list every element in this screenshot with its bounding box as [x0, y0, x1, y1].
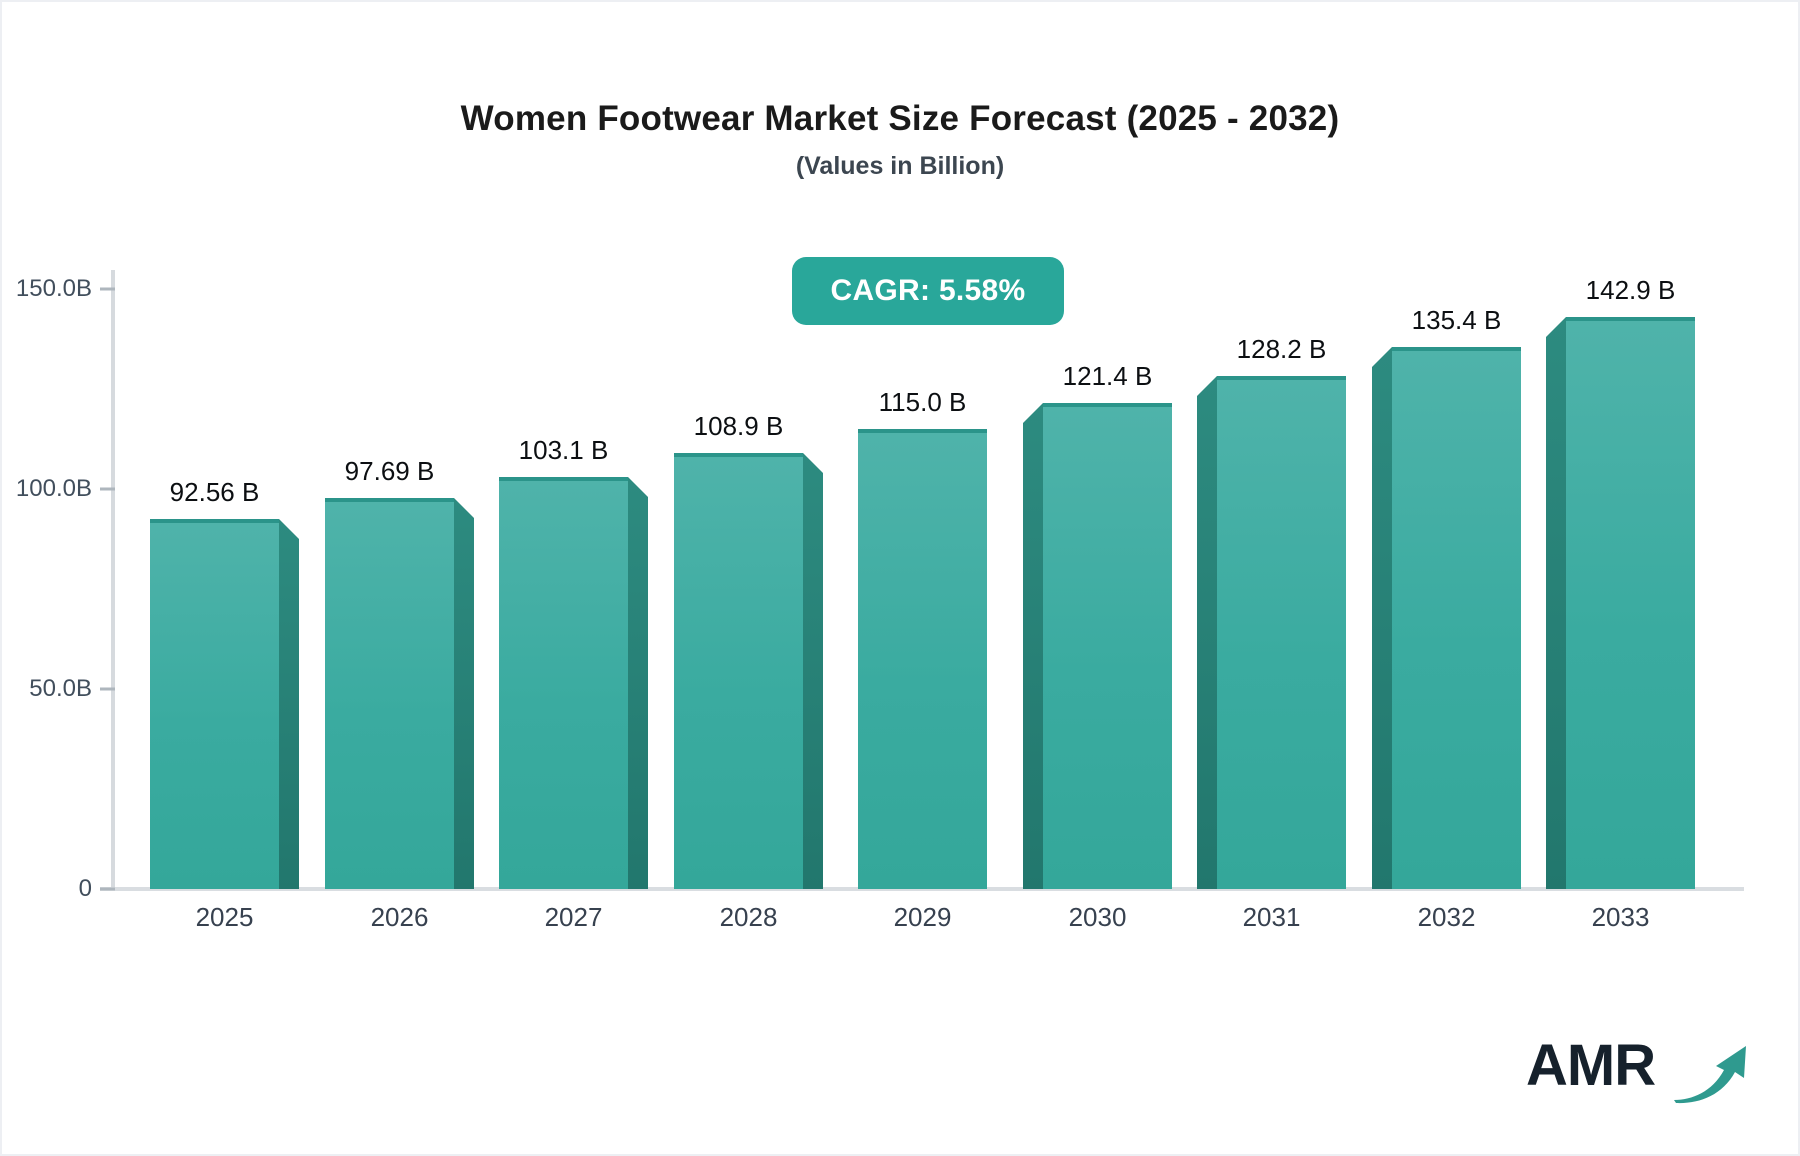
y-tick-label: 150.0B: [15, 275, 92, 302]
bar-3d-side: [1023, 403, 1043, 889]
bar-value-label: 128.2 B: [1236, 334, 1327, 364]
bar-value-label: 115.0 B: [878, 387, 967, 417]
x-tick-label: 2029: [893, 902, 952, 932]
y-tick-mark: [100, 487, 115, 491]
bar-3d-side: [279, 519, 299, 889]
chart-subtitle: (Values in Billion): [795, 152, 1005, 180]
x-tick-label: 2033: [1591, 902, 1650, 932]
y-tick-mark: [100, 887, 115, 891]
cagr-badge: CAGR: 5.58%: [792, 257, 1064, 325]
x-tick-label: 2025: [195, 902, 254, 932]
brand-logo-text: AMR: [1526, 1033, 1656, 1098]
bar-value-label: 103.1 B: [518, 435, 609, 465]
bar-3d-side: [1197, 376, 1217, 889]
cagr-badge-label: CAGR: 5.58%: [830, 274, 1026, 307]
bar: [325, 498, 454, 889]
bar: [858, 429, 987, 889]
bar-3d-side: [1546, 317, 1566, 889]
x-tick-label: 2030: [1068, 902, 1127, 932]
brand-logo: AMR: [1526, 1032, 1746, 1112]
y-tick-label: 0: [78, 875, 92, 902]
bar: [674, 453, 803, 889]
bar: [1043, 403, 1172, 889]
bar: [150, 519, 279, 889]
x-tick-label: 2031: [1242, 902, 1301, 932]
bar-value-label: 92.56 B: [169, 477, 260, 507]
bar-value-label: 108.9 B: [693, 411, 784, 441]
y-tick-mark: [100, 687, 115, 691]
chart-title: Women Footwear Market Size Forecast (202…: [460, 99, 1340, 138]
x-tick-label: 2027: [544, 902, 603, 932]
x-tick-label: 2026: [370, 902, 429, 932]
x-tick-label: 2028: [719, 902, 778, 932]
y-axis-line: [111, 270, 115, 891]
bar-value-label: 121.4 B: [1062, 361, 1153, 391]
bar: [499, 477, 628, 889]
x-tick-label: 2032: [1417, 902, 1476, 932]
y-tick-mark: [100, 287, 115, 291]
y-tick-label: 100.0B: [15, 475, 92, 502]
bar-value-label: 135.4 B: [1411, 305, 1502, 335]
bar: [1566, 317, 1695, 889]
y-tick-label: 50.0B: [29, 675, 92, 702]
bar-3d-side: [454, 498, 474, 889]
bar-3d-side: [628, 477, 648, 889]
bar: [1392, 347, 1521, 889]
x-axis-line: [100, 887, 1744, 891]
bar-value-label: 97.69 B: [344, 456, 435, 486]
trend-up-arrow-icon: [1674, 1046, 1746, 1104]
bar-3d-side: [1372, 347, 1392, 889]
bar-value-label: 142.9 B: [1585, 275, 1676, 305]
bar-3d-side: [803, 453, 823, 889]
bar: [1217, 376, 1346, 889]
